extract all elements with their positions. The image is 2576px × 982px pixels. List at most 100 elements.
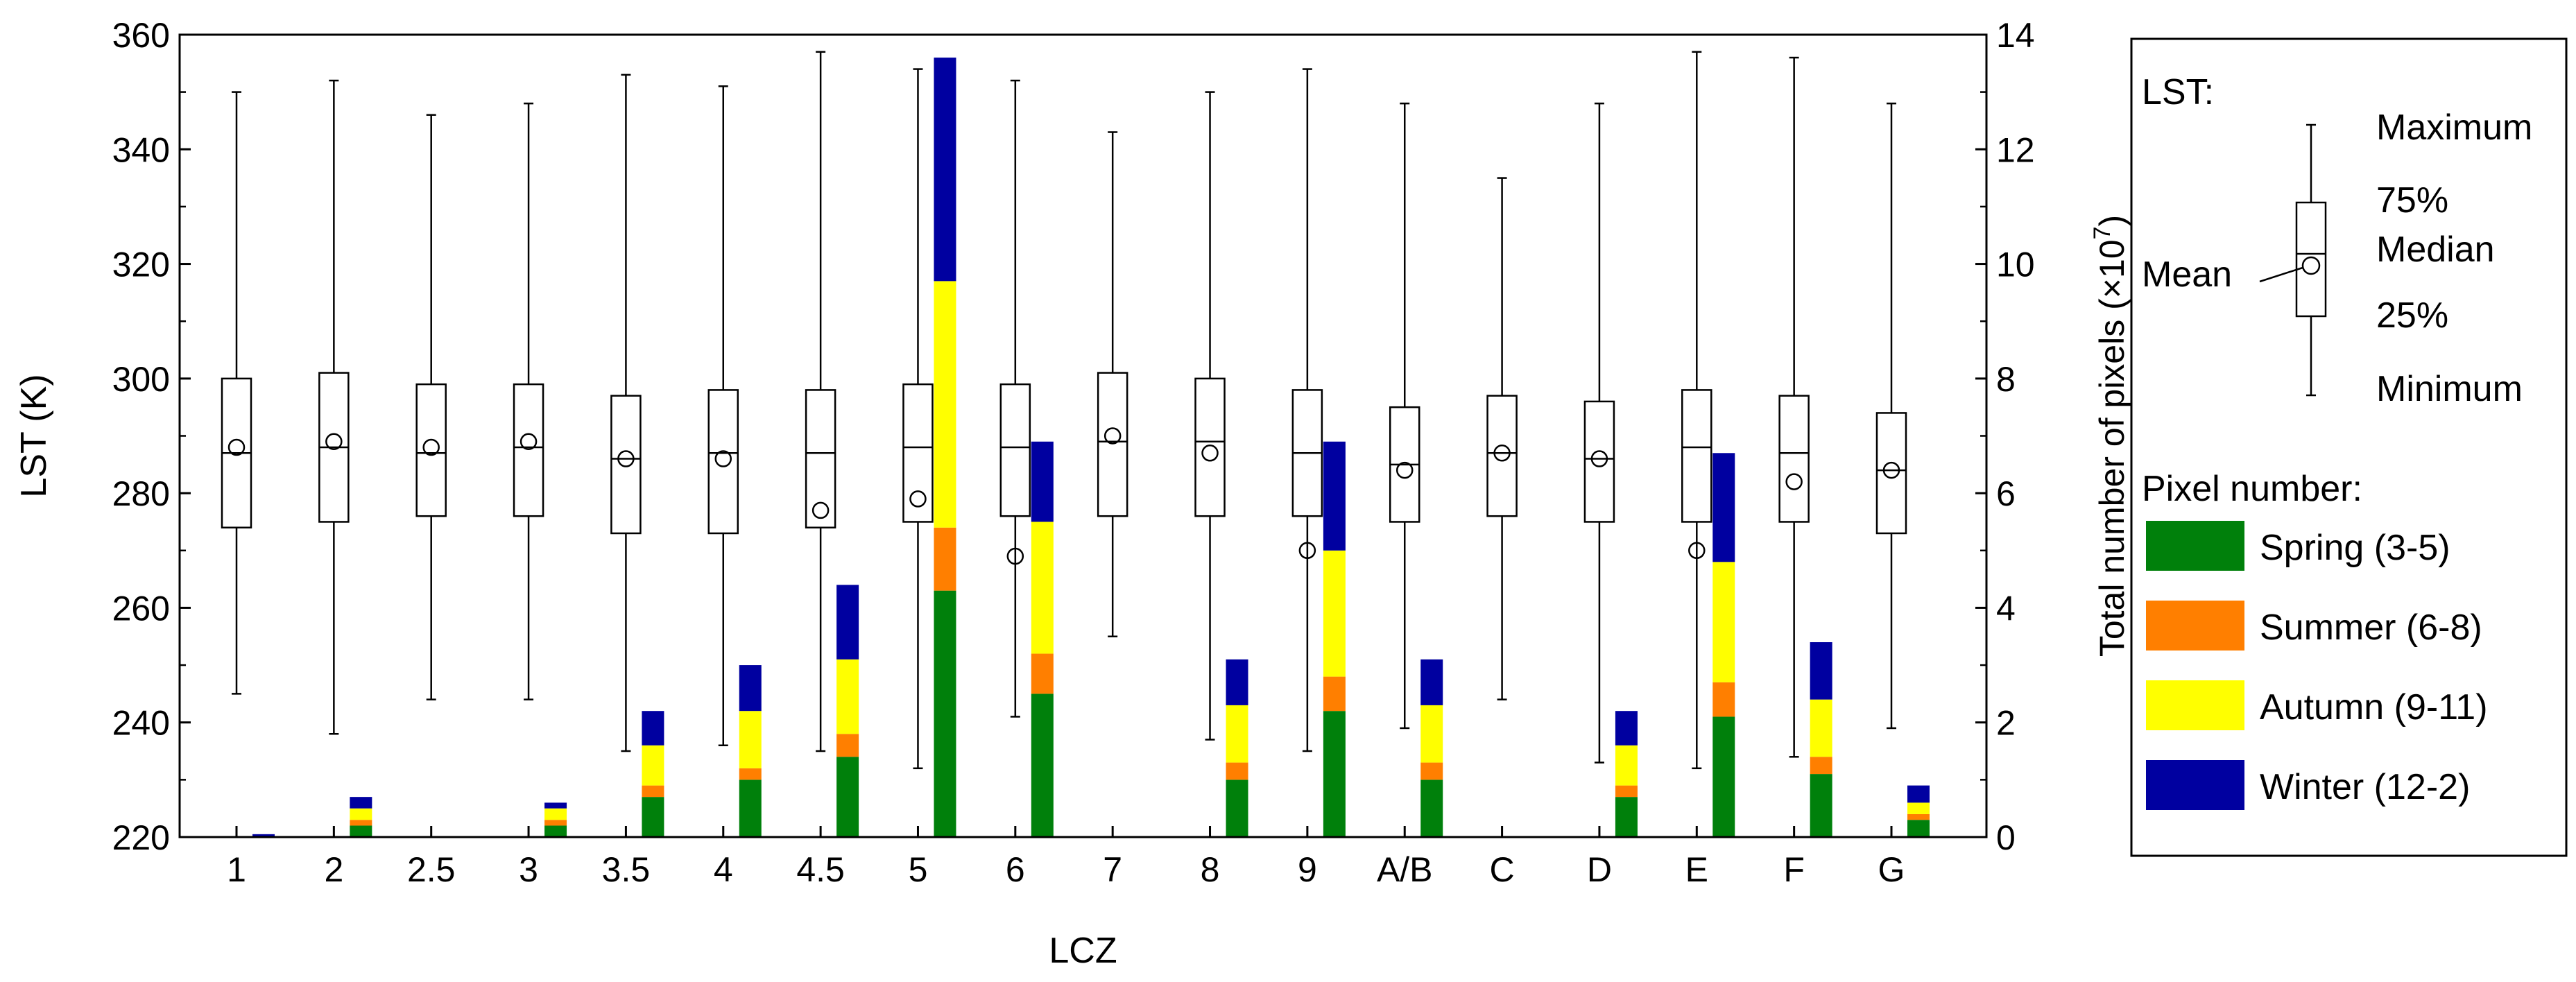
bar-segment-6-4 [1031, 441, 1054, 522]
right-tick-label: 12 [1996, 130, 2035, 169]
bar-segment-5-2 [934, 527, 956, 591]
bar-segment-3.5-4 [642, 711, 664, 746]
bar-segment-4-1 [739, 779, 762, 837]
right-tick-label: 6 [1996, 474, 2016, 513]
bar-segment-4.5-1 [836, 757, 859, 837]
bar-segment-G-2 [1907, 813, 1930, 820]
mean-marker [1785, 473, 1803, 490]
legend-p25-label: 25% [2376, 295, 2448, 336]
bar-segment-4.5-4 [836, 585, 859, 660]
box-plot-8 [1194, 91, 1226, 741]
bar-segment-G-1 [1907, 820, 1930, 837]
mean-marker [1590, 450, 1608, 467]
box-plot-E [1681, 51, 1712, 770]
mean-marker [325, 433, 343, 451]
legend-series-label-4: Winter (12-2) [2260, 767, 2470, 807]
box-plot-1 [221, 91, 252, 695]
x-tick-label: 1 [227, 850, 246, 889]
right-tick-label: 4 [1996, 589, 2016, 628]
bar-segment-4-4 [739, 665, 762, 712]
mean-marker [1201, 445, 1219, 462]
bar-segment-2-3 [350, 808, 372, 820]
box-plot-2.5 [415, 114, 447, 700]
legend-pixel-title: Pixel number: [2142, 469, 2362, 509]
mean-marker [909, 490, 927, 508]
x-tick-label: E [1685, 850, 1708, 889]
bar-segment-G-3 [1907, 802, 1930, 814]
bar-segment-4.5-2 [836, 734, 859, 757]
bar-segment-8-3 [1226, 705, 1248, 763]
bar-segment-E-3 [1712, 562, 1735, 682]
box-plot-5 [902, 68, 934, 770]
bar-segment-4-2 [739, 768, 762, 780]
legend-minimum-label: Minimum [2376, 369, 2523, 409]
legend-frame [2130, 37, 2568, 857]
bar-segment-3-2 [544, 820, 567, 826]
box-plot-4.5 [805, 51, 836, 752]
box-iqr [707, 389, 739, 535]
right-axis-title-main: Total number of pixels (×10 [2093, 239, 2131, 657]
right-axis-title-tail: ) [2093, 215, 2131, 227]
bar-segment-5-4 [934, 58, 956, 282]
bar-segment-1-4 [252, 834, 275, 837]
left-tick-label: 260 [112, 589, 170, 628]
left-axis-title: LST (K) [14, 374, 54, 497]
bar-segment-6-3 [1031, 522, 1054, 654]
x-axis-title: LCZ [1049, 931, 1117, 971]
bar-segment-9-3 [1323, 550, 1346, 677]
mean-marker [1104, 427, 1122, 445]
legend-median-label: Median [2376, 230, 2495, 270]
legend-lst-title: LST: [2142, 72, 2214, 112]
legend-mean-marker [2301, 256, 2321, 275]
right-axis-title: Total number of pixels (×107) [2089, 215, 2131, 657]
legend-mean-pointer [2259, 266, 2303, 283]
bar-segment-4.5-3 [836, 659, 859, 734]
mean-marker [1298, 542, 1316, 560]
plot-area [221, 51, 1930, 837]
bar-segment-9-2 [1323, 676, 1346, 712]
bar-segment-AB-4 [1420, 659, 1443, 705]
legend-mean-label: Mean [2142, 255, 2232, 295]
bar-segment-3.5-1 [642, 797, 664, 837]
bar-segment-3-4 [544, 802, 567, 809]
box-plot-C [1486, 177, 1518, 700]
x-tick-label: 3.5 [602, 850, 651, 889]
bar-segment-3-3 [544, 808, 567, 820]
bar-segment-8-2 [1226, 762, 1248, 780]
bar-segment-3-1 [544, 825, 567, 837]
left-tick-label: 360 [112, 16, 170, 55]
x-tick-label: 3 [519, 850, 538, 889]
bar-segment-E-2 [1712, 682, 1735, 717]
mean-marker [714, 450, 732, 467]
bar-segment-D-1 [1615, 797, 1638, 837]
legend-swatch-1 [2146, 521, 2244, 571]
box-plot-G [1875, 102, 1907, 730]
box-iqr [1875, 412, 1907, 535]
left-tick-label: 320 [112, 246, 170, 284]
box-plot-9 [1291, 68, 1323, 752]
right-tick-label: 14 [1996, 16, 2035, 55]
bar-segment-8-1 [1226, 779, 1248, 837]
bar-segment-D-4 [1615, 711, 1638, 746]
bar-segment-AB-3 [1420, 705, 1443, 763]
mean-marker [422, 438, 440, 456]
bar-segment-5-1 [934, 590, 956, 837]
right-tick-label: 2 [1996, 704, 2016, 743]
box-iqr [1486, 395, 1518, 517]
box-plot-2 [318, 79, 350, 735]
box-iqr [513, 383, 544, 517]
left-tick-label: 220 [112, 818, 170, 857]
legend: LST: Maximum 75% Median Mean 25% Minimum Pixel … [2130, 37, 2568, 857]
bar-segment-D-3 [1615, 745, 1638, 786]
box-plot-3.5 [610, 74, 642, 752]
bar-segment-D-2 [1615, 785, 1638, 798]
x-tick-label: 2 [324, 850, 343, 889]
box-plot-AB [1389, 102, 1420, 730]
box-plot-D [1583, 102, 1615, 764]
bar-segment-4-3 [739, 711, 762, 768]
box-iqr [1583, 400, 1615, 523]
right-tick-label: 0 [1996, 818, 2016, 857]
box-plot-7 [1097, 131, 1128, 637]
bar-segment-F-2 [1810, 757, 1832, 775]
